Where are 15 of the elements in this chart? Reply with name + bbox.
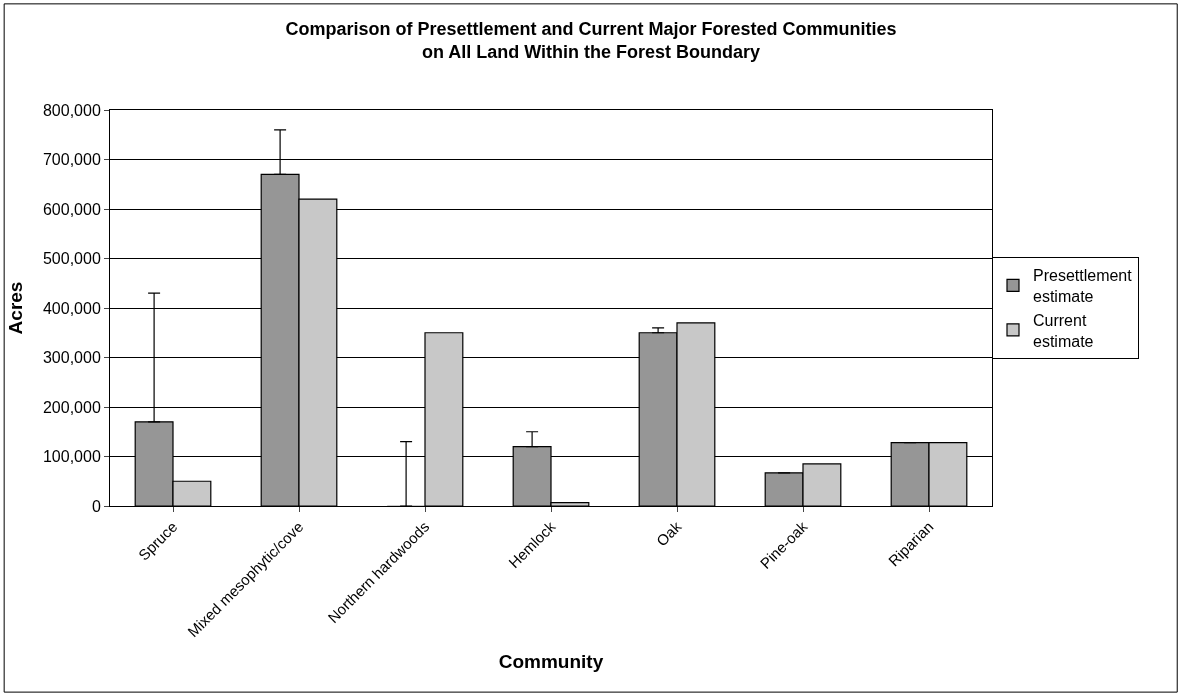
y-tick-label: 0 [91,497,101,515]
y-axis-title: Acres [4,281,26,335]
y-tick-label: 200,000 [42,398,101,416]
x-tick-label: Oak [652,517,685,550]
x-axis-title: Community [498,650,604,672]
legend-label: Presettlement estimate [1033,267,1133,305]
y-tick-label: 500,000 [42,250,101,268]
y-tick-label: 700,000 [42,151,101,169]
y-tick-label: 800,000 [42,101,101,119]
y-tick-label: 400,000 [42,299,101,317]
y-tick-label: 100,000 [42,448,101,466]
chart-title: Comparison of Presettlement and Current Major Forested Communities on All Land Within the Forest Boundary [285,18,897,63]
y-tick-label: 300,000 [42,349,101,367]
y-tick-label: 600,000 [42,200,101,218]
legend-label: Current estimate [1033,311,1094,350]
